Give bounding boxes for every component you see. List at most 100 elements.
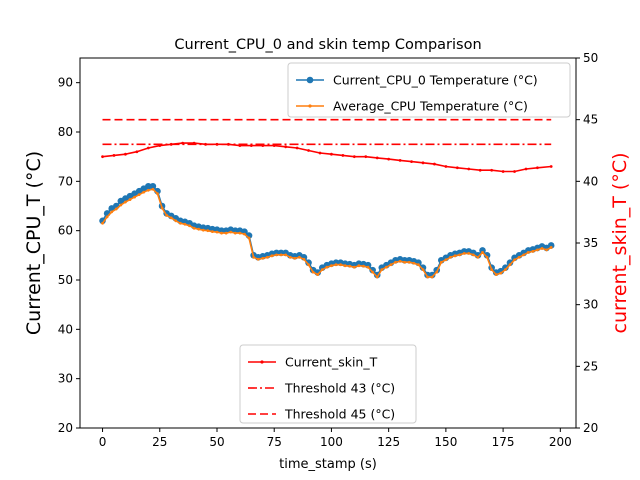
y-axis-right-label: current_skin_T (°C) xyxy=(609,152,631,333)
series-1-point xyxy=(513,258,516,262)
legend-marker xyxy=(306,76,314,84)
legend-label: Average_CPU Temperature (°C) xyxy=(333,99,528,114)
series-1-point xyxy=(137,193,141,197)
series-1-point xyxy=(394,260,397,264)
y-left-tick-label: 90 xyxy=(58,76,73,90)
series-1-point xyxy=(398,259,402,263)
series-1-point xyxy=(316,273,320,276)
series-1-point xyxy=(124,200,127,204)
series-1-point xyxy=(499,271,503,275)
series-2-point xyxy=(398,158,402,162)
series-1-point xyxy=(403,260,407,264)
legend-label: Threshold 43 (°C) xyxy=(284,381,395,396)
series-1-point xyxy=(531,249,535,253)
series-1-point xyxy=(288,255,292,259)
series-2-point xyxy=(478,168,482,172)
y-right-tick-label: 50 xyxy=(583,51,598,65)
series-1-point xyxy=(229,230,233,234)
series-1-point xyxy=(458,253,462,257)
y-right-tick-label: 45 xyxy=(583,113,598,127)
series-1-point xyxy=(485,255,489,259)
series-1-point xyxy=(156,192,159,196)
series-2-point xyxy=(146,146,150,150)
series-2-point xyxy=(410,160,413,164)
series-1-point xyxy=(243,232,246,236)
series-1-point xyxy=(343,264,347,268)
series-1-point xyxy=(526,250,530,254)
series-2-point xyxy=(364,155,368,159)
series-1-point xyxy=(476,255,480,259)
series-1-point xyxy=(426,275,429,279)
series-1-point xyxy=(165,213,169,217)
series-1-point xyxy=(151,187,155,191)
y-left-tick-label: 60 xyxy=(58,224,73,238)
series-1-point xyxy=(407,260,411,264)
series-1-point xyxy=(380,268,384,272)
series-1-point xyxy=(265,255,269,259)
series-2-point xyxy=(112,154,116,157)
series-1-point xyxy=(540,247,544,250)
x-tick-label: 175 xyxy=(492,435,515,449)
series-1-point xyxy=(275,253,278,257)
series-1-point xyxy=(389,263,393,267)
series-2-point xyxy=(135,150,139,154)
x-tick-label: 25 xyxy=(152,435,167,449)
x-tick-label: 50 xyxy=(209,435,224,449)
series-1-point xyxy=(256,257,260,261)
legend-label: Current_CPU_0 Temperature (°C) xyxy=(333,73,538,88)
x-tick-label: 200 xyxy=(549,435,572,449)
series-1-point xyxy=(366,265,370,269)
series-2-point xyxy=(501,170,505,173)
y-right-tick-label: 40 xyxy=(583,174,598,188)
series-1-point xyxy=(549,246,553,249)
series-1-point xyxy=(348,264,352,268)
series-2-point xyxy=(536,166,539,170)
series-1-point xyxy=(339,263,342,267)
series-1-point xyxy=(215,230,219,234)
series-2-point xyxy=(124,152,127,156)
y-right-tick-label: 20 xyxy=(583,421,598,435)
series-1-point xyxy=(284,253,288,257)
series-1-point xyxy=(439,260,443,264)
x-axis-label: time_stamp (s) xyxy=(279,457,377,472)
series-1-point xyxy=(270,254,274,258)
series-1-point xyxy=(211,230,214,234)
y-left-tick-label: 40 xyxy=(58,322,73,336)
series-1-point xyxy=(334,263,338,267)
series-1-point xyxy=(508,263,512,267)
series-2-point xyxy=(284,145,288,149)
series-1-point xyxy=(101,221,104,225)
series-2-point xyxy=(513,170,516,173)
y-right-tick-label: 35 xyxy=(583,236,598,250)
legend-label: Threshold 45 (°C) xyxy=(284,407,395,422)
series-0-point xyxy=(369,266,376,274)
y-left-tick-label: 30 xyxy=(58,372,73,386)
series-2-point xyxy=(318,151,322,155)
series-1-point xyxy=(357,264,361,268)
series-1-point xyxy=(490,268,494,272)
series-2-point xyxy=(549,165,553,168)
series-0-point xyxy=(502,264,509,271)
series-1-point xyxy=(444,258,448,262)
series-1-point xyxy=(503,268,507,272)
series-1-point xyxy=(128,198,132,201)
x-tick-label: 125 xyxy=(377,435,400,449)
series-2-point xyxy=(341,154,345,157)
series-2-point xyxy=(352,155,356,159)
series-1-point xyxy=(412,261,416,265)
series-1-point xyxy=(471,253,475,257)
series-1-point xyxy=(160,206,164,210)
legend-bottom-box xyxy=(239,344,417,424)
series-1-point xyxy=(279,253,283,257)
series-1-point xyxy=(311,270,315,274)
series-1-point xyxy=(188,224,191,228)
series-1-point xyxy=(119,203,123,207)
series-1 xyxy=(101,187,553,279)
legend-bottom: Current_skin_T Threshold 43 (°C) Threshold… xyxy=(239,344,417,424)
y-axis-left-label: Current_CPU_T (°C) xyxy=(23,151,45,335)
series-1-point xyxy=(146,188,150,192)
x-axis: 0 25 50 75 100 125 150 175 200 xyxy=(99,428,572,449)
series-1-point xyxy=(197,227,201,231)
series-2-point xyxy=(307,149,310,152)
series-1-point xyxy=(522,253,526,257)
